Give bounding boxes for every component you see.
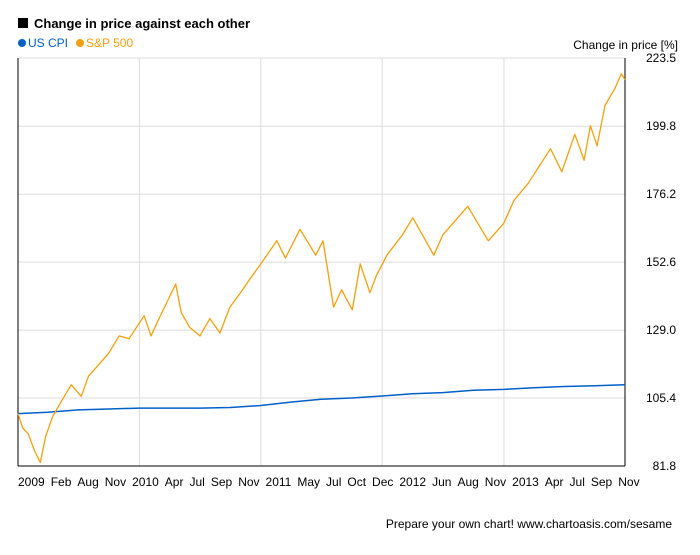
y-axis-label: Change in price [%] (573, 38, 678, 52)
x-tick-label: Aug (457, 475, 478, 489)
axes-layer (17, 58, 626, 467)
y-tick-label: 152.6 (646, 255, 676, 269)
x-tick-label: 2010 (132, 475, 159, 489)
x-tick-label: May (297, 475, 320, 489)
x-tick-label: 2013 (512, 475, 539, 489)
y-tick-layer: 81.8 105.4 129.0 152.6 176.2 199.8 223.5 (646, 51, 676, 473)
legend-dot-us-cpi (18, 39, 26, 47)
x-tick-layer: 2009 Feb Aug Nov 2010 Apr Jul Sep Nov 2011 May Jul O… (18, 475, 640, 489)
x-tick-label: Apr (165, 475, 184, 489)
x-tick-label: 2012 (399, 475, 426, 489)
footer-credit: Prepare your own chart! www.chartoasis.c… (386, 517, 672, 531)
x-tick-label: Apr (545, 475, 564, 489)
x-tick-label: Jun (432, 475, 451, 489)
x-tick-label: Nov (238, 475, 259, 489)
y-tick-label: 105.4 (646, 391, 676, 405)
x-tick-label: Aug (77, 475, 98, 489)
series-line-sp500 (17, 73, 626, 464)
x-tick-label: Jul (189, 475, 204, 489)
series-line-us-cpi (17, 384, 626, 415)
y-tick-label: 129.0 (646, 323, 676, 337)
x-tick-label: Oct (347, 475, 366, 489)
y-tick-label: 199.8 (646, 119, 676, 133)
y-tick-label: 81.8 (653, 459, 677, 473)
x-tick-label: Jul (326, 475, 341, 489)
x-tick-label: 2009 (18, 475, 45, 489)
series-layer (17, 73, 626, 464)
x-tick-label: Dec (372, 475, 393, 489)
x-tick-label: Nov (105, 475, 126, 489)
grid-layer (18, 57, 625, 466)
x-tick-label: Sep (211, 475, 233, 489)
legend-label-us-cpi: US CPI (28, 36, 68, 50)
title-square-icon (18, 18, 28, 28)
legend-dot-sp500 (76, 39, 84, 47)
x-tick-label: Jul (570, 475, 585, 489)
x-tick-label: Nov (485, 475, 506, 489)
y-tick-label: 223.5 (646, 51, 676, 65)
x-tick-label: 2011 (266, 475, 292, 489)
x-tick-label: Feb (51, 475, 72, 489)
x-tick-label: Sep (591, 475, 613, 489)
legend-label-sp500: S&P 500 (86, 36, 133, 50)
x-tick-label: Nov (618, 475, 639, 489)
chart-title: Change in price against each other (34, 16, 250, 31)
y-tick-label: 176.2 (646, 187, 676, 201)
